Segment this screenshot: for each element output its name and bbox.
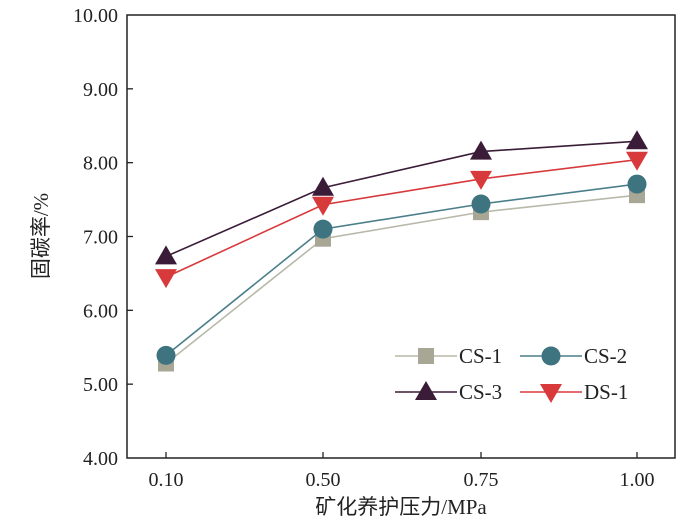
data-point — [313, 219, 333, 239]
legend-item-cs-3: CS-3 — [395, 380, 502, 404]
y-tick-label: 8.00 — [83, 153, 118, 175]
series-cs-3 — [155, 130, 648, 265]
legend-item-ds-1: DS-1 — [520, 380, 628, 404]
series-ds-1 — [155, 151, 648, 289]
x-tick-label: 0.50 — [306, 469, 341, 491]
legend-marker — [541, 346, 561, 366]
series-line — [165, 158, 638, 278]
series-line — [165, 194, 638, 365]
y-tick-label: 5.00 — [83, 374, 118, 396]
y-axis-title: 固碳率/% — [29, 193, 53, 279]
legend-label: CS-2 — [584, 344, 627, 368]
series-cs-1 — [158, 187, 645, 372]
data-point — [471, 194, 491, 214]
legend-label: CS-3 — [459, 380, 502, 404]
legend-label: DS-1 — [584, 380, 628, 404]
legend-label: CS-1 — [459, 344, 502, 368]
y-tick-label: 7.00 — [83, 227, 118, 249]
legend-marker — [540, 384, 562, 403]
legend-marker — [418, 348, 434, 364]
x-tick-label: 1.00 — [620, 469, 655, 491]
legend: CS-1 CS-2 CS-3 DS-1 — [395, 344, 628, 404]
legend-marker — [415, 381, 437, 400]
y-tick-label: 10.00 — [73, 5, 118, 27]
data-point — [312, 176, 334, 196]
x-axis-title: 矿化养护压力/MPa — [315, 495, 487, 519]
data-point — [627, 174, 647, 194]
data-point — [626, 130, 648, 150]
data-point — [156, 345, 176, 365]
series-line — [165, 140, 638, 258]
x-tick-label: 0.10 — [149, 469, 184, 491]
legend-item-cs-2: CS-2 — [520, 344, 627, 368]
series-cs-2 — [156, 174, 647, 365]
y-tick-label: 6.00 — [83, 300, 118, 322]
data-point — [155, 245, 177, 265]
data-point — [155, 269, 177, 289]
data-point — [470, 170, 492, 190]
y-tick-label: 9.00 — [83, 79, 118, 101]
data-point — [626, 151, 648, 171]
data-point — [470, 140, 492, 160]
series-line — [165, 183, 638, 356]
legend-item-cs-1: CS-1 — [395, 344, 502, 368]
y-tick-label: 4.00 — [83, 448, 118, 470]
data-point — [312, 196, 334, 216]
x-tick-label: 0.75 — [464, 469, 499, 491]
